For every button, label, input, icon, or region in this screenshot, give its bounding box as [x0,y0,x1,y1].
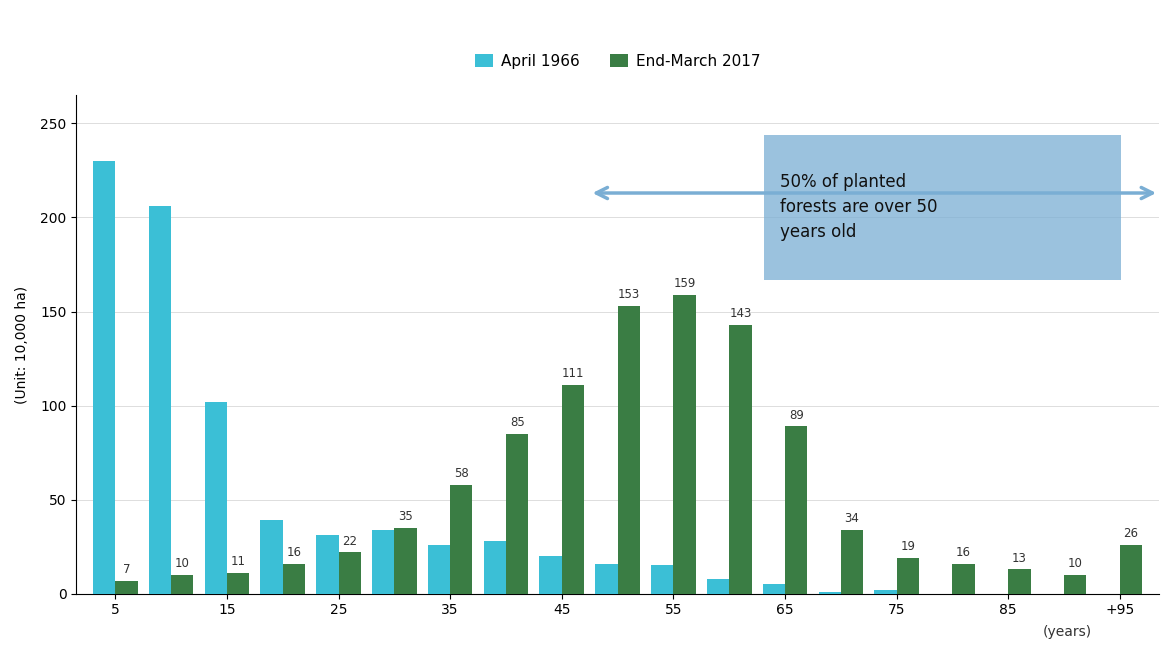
Text: 50% of planted
forests are over 50
years old: 50% of planted forests are over 50 years… [780,173,938,241]
Text: 153: 153 [618,288,640,301]
Bar [952,563,974,594]
Text: 10: 10 [175,557,190,570]
Bar [841,530,863,594]
Bar [618,306,640,594]
Bar [595,563,618,594]
Bar [1120,545,1142,594]
FancyBboxPatch shape [764,135,1121,280]
Bar [115,580,137,594]
Text: 58: 58 [454,467,468,480]
Bar [674,295,696,594]
Bar [785,426,808,594]
Bar [818,592,841,594]
Text: 16: 16 [956,546,971,559]
Text: 19: 19 [900,541,916,554]
Bar [763,584,785,594]
Text: (years): (years) [1043,625,1092,639]
Y-axis label: (Unit: 10,000 ha): (Unit: 10,000 ha) [15,286,29,404]
Bar [506,434,528,594]
Text: 89: 89 [789,409,804,422]
Bar [652,565,674,594]
Text: 26: 26 [1124,527,1139,540]
Bar [707,579,729,594]
Bar [1064,575,1086,594]
Text: 11: 11 [230,556,245,569]
Bar [283,563,305,594]
Bar [261,520,283,594]
Text: 159: 159 [674,277,696,290]
Bar [149,206,171,594]
Bar [204,402,227,594]
Bar [562,385,585,594]
Bar [427,545,450,594]
Bar [227,573,249,594]
Bar [729,325,751,594]
Text: 35: 35 [398,510,413,523]
Bar [875,590,897,594]
Text: 85: 85 [510,416,525,429]
Bar [1008,569,1031,594]
Bar [338,552,360,594]
FancyArrowPatch shape [596,188,1153,199]
Text: 13: 13 [1012,552,1027,565]
Text: 34: 34 [844,512,859,525]
Bar [540,556,562,594]
Bar [450,484,472,594]
Bar [484,541,506,594]
Text: 7: 7 [123,563,130,576]
Bar [171,575,194,594]
Text: 143: 143 [729,307,751,320]
Text: 16: 16 [286,546,302,559]
Bar [93,161,115,594]
Bar [394,528,417,594]
Text: 22: 22 [342,535,357,548]
Bar [316,535,338,594]
Text: 111: 111 [561,367,585,380]
Text: 10: 10 [1068,557,1082,570]
Legend: April 1966, End-March 2017: April 1966, End-March 2017 [468,48,767,75]
Bar [897,558,919,594]
Bar [372,530,394,594]
